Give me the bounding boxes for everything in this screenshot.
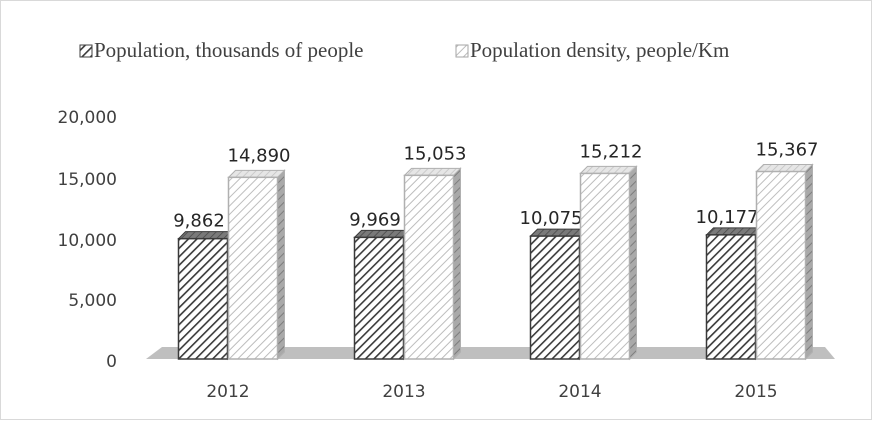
data-label: 9,862 bbox=[173, 211, 225, 232]
bar bbox=[705, 226, 764, 361]
data-label: 10,177 bbox=[696, 207, 759, 228]
x-tick-label: 2013 bbox=[382, 382, 425, 402]
data-label: 15,367 bbox=[756, 140, 819, 161]
bar bbox=[403, 167, 462, 361]
y-tick-label: 0 bbox=[106, 352, 117, 372]
y-tick-label: 10,000 bbox=[58, 231, 117, 251]
chart-floor bbox=[146, 347, 835, 359]
bar bbox=[353, 229, 412, 361]
legend-swatch-population bbox=[79, 44, 93, 58]
bar bbox=[529, 227, 588, 361]
bar bbox=[177, 230, 236, 361]
legend-label-population: Population, thousands of people bbox=[94, 38, 363, 62]
data-label: 15,212 bbox=[580, 141, 643, 162]
bars: 9,862 14,890 9,969 15,053 10,075 15,212 10,177… bbox=[173, 140, 819, 361]
data-label: 15,053 bbox=[404, 143, 467, 164]
bar bbox=[227, 169, 286, 361]
y-axis: 0 5,000 10,000 15,000 20,000 bbox=[58, 108, 117, 372]
x-tick-label: 2015 bbox=[734, 382, 777, 402]
legend-swatch-density bbox=[455, 44, 469, 58]
bar bbox=[579, 165, 638, 361]
legend: Population, thousands of people Populati… bbox=[79, 38, 729, 62]
x-tick-label: 2012 bbox=[206, 382, 249, 402]
x-axis: 2012 2013 2014 2015 bbox=[206, 382, 777, 402]
x-tick-label: 2014 bbox=[558, 382, 601, 402]
bar bbox=[755, 163, 814, 361]
y-tick-label: 5,000 bbox=[68, 291, 117, 311]
y-tick-label: 15,000 bbox=[58, 170, 117, 190]
y-tick-label: 20,000 bbox=[58, 108, 117, 128]
data-label: 14,890 bbox=[228, 145, 291, 166]
data-label: 10,075 bbox=[520, 208, 583, 229]
data-label: 9,969 bbox=[349, 209, 401, 230]
legend-label-density: Population density, people/Km bbox=[470, 38, 729, 62]
